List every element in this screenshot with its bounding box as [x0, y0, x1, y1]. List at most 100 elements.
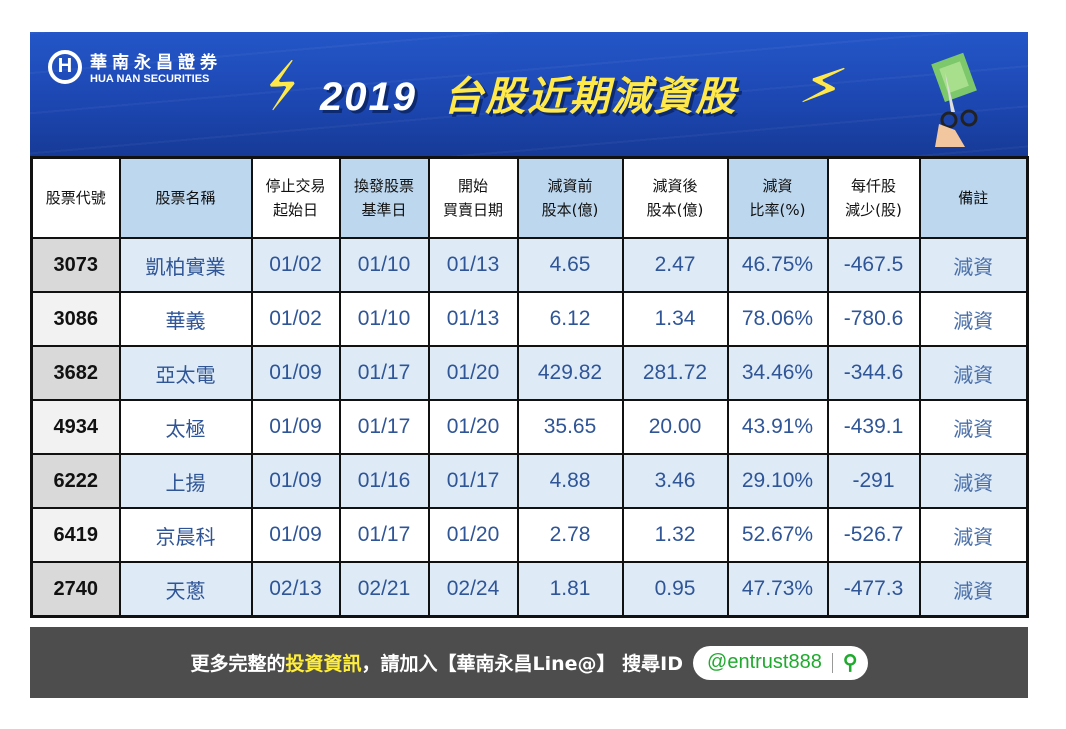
- cell-reduction-ratio: 47.73%: [726, 561, 829, 618]
- header-label: 減資後: [652, 177, 698, 195]
- cell-reduction-per-thousand: -467.5: [826, 237, 921, 293]
- cell-exchange-base-date: 01/17: [338, 507, 430, 563]
- cell-halt-start-date: 01/09: [250, 507, 341, 563]
- header-label: 股票代號: [45, 189, 106, 207]
- footer-text: 更多完整的: [190, 653, 286, 675]
- header-trading-start-date: 開始 買賣日期: [427, 156, 519, 239]
- line-id-search[interactable]: @entrust888 ⚲: [693, 645, 868, 680]
- cell-trading-start-date: 01/17: [427, 453, 519, 509]
- cell-remarks: 減資: [918, 345, 1029, 401]
- cell-stock-code: 4934: [30, 399, 121, 455]
- header-label: 起始日: [272, 201, 318, 219]
- cell-exchange-base-date: 01/17: [338, 399, 430, 455]
- header-label: 股票名稱: [155, 189, 216, 207]
- table-row: 6222 上揚 01/09 01/16 01/17 4.88 3.46 29.10% -291 減…: [30, 453, 1029, 509]
- header-exchange-base-date: 換發股票 基準日: [338, 156, 430, 239]
- cell-exchange-base-date: 02/21: [338, 561, 430, 618]
- cell-reduction-ratio: 78.06%: [726, 291, 829, 347]
- cell-capital-before: 35.65: [516, 399, 624, 455]
- cell-trading-start-date: 02/24: [427, 561, 519, 618]
- table-row: 3086 華義 01/02 01/10 01/13 6.12 1.34 78.06% -780.…: [30, 291, 1029, 347]
- header-remarks: 備註: [918, 156, 1029, 239]
- cell-reduction-per-thousand: -344.6: [826, 345, 921, 401]
- cell-stock-code: 3086: [30, 291, 121, 347]
- brand-name-cn: 華南永昌證券: [90, 53, 222, 73]
- lightning-icon: ⚡: [793, 47, 853, 127]
- cell-exchange-base-date: 01/16: [338, 453, 430, 509]
- cell-capital-after: 20.00: [621, 399, 729, 455]
- cell-capital-after: 281.72: [621, 345, 729, 401]
- table-row: 6419 京晨科 01/09 01/17 01/20 2.78 1.32 52.67% -526…: [30, 507, 1029, 563]
- cell-reduction-ratio: 46.75%: [726, 237, 829, 293]
- cell-remarks: 減資: [918, 453, 1029, 509]
- footer-highlight: 投資資訊: [285, 653, 362, 675]
- cell-capital-before: 2.78: [516, 507, 624, 563]
- cell-reduction-ratio: 29.10%: [726, 453, 829, 509]
- logo-mark-icon: H: [48, 49, 82, 84]
- cell-stock-code: 6419: [30, 507, 121, 563]
- cell-capital-after: 3.46: [621, 453, 729, 509]
- cell-capital-before: 6.12: [516, 291, 624, 347]
- header-label: 基準日: [361, 201, 407, 219]
- cell-halt-start-date: 01/09: [250, 399, 341, 455]
- cell-reduction-per-thousand: -780.6: [826, 291, 921, 347]
- cell-remarks: 減資: [918, 237, 1029, 293]
- cell-exchange-base-date: 01/17: [338, 345, 430, 401]
- cell-trading-start-date: 01/13: [427, 291, 519, 347]
- cell-stock-name: 天蔥: [118, 561, 253, 618]
- capital-reduction-table: 股票代號 股票名稱 停止交易 起始日 換發股票 基準日 開始 買賣日期 減資前 股本(億) 減資後股…: [30, 156, 1029, 618]
- scissors-cutting-money-icon: [931, 52, 978, 147]
- footer-text-2: ，請加入【華南永昌Line@】 搜尋ID: [361, 653, 684, 675]
- cell-stock-code: 2740: [30, 561, 121, 618]
- cell-capital-after: 0.95: [621, 561, 729, 618]
- cell-stock-code: 3073: [30, 237, 121, 293]
- cell-reduction-ratio: 43.91%: [726, 399, 829, 455]
- cell-reduction-per-thousand: -291: [826, 453, 921, 509]
- cell-stock-name: 上揚: [118, 453, 253, 509]
- cell-capital-before: 4.88: [516, 453, 624, 509]
- header-capital-after: 減資後 股本(億): [621, 156, 729, 239]
- cell-remarks: 減資: [918, 507, 1029, 563]
- header-label: 減資前: [547, 177, 593, 195]
- cell-reduction-ratio: 34.46%: [726, 345, 829, 401]
- footer-banner: 更多完整的 投資資訊 ，請加入【華南永昌Line@】 搜尋ID @entrust88…: [30, 627, 1028, 698]
- cell-remarks: 減資: [918, 399, 1029, 455]
- banner: H 華南永昌證券 HUA NAN SECURITIES ⚡ 2019 台股近期減…: [30, 32, 1028, 156]
- cell-trading-start-date: 01/20: [427, 507, 519, 563]
- cell-reduction-ratio: 52.67%: [726, 507, 829, 563]
- header-label: 減資: [762, 177, 793, 195]
- cell-capital-after: 2.47: [621, 237, 729, 293]
- table-row: 4934 太極 01/09 01/17 01/20 35.65 20.00 43.91% -43…: [30, 399, 1029, 455]
- cell-remarks: 減資: [918, 291, 1029, 347]
- header-reduction-ratio: 減資 比率(%): [726, 156, 829, 239]
- page-title: 2019 台股近期減資股: [320, 75, 738, 119]
- cell-exchange-base-date: 01/10: [338, 291, 430, 347]
- brand-name-en: HUA NAN SECURITIES: [90, 73, 210, 85]
- cell-stock-name: 凱柏實業: [118, 237, 253, 293]
- cell-capital-after: 1.32: [621, 507, 729, 563]
- cell-halt-start-date: 01/02: [250, 237, 341, 293]
- header-label: 開始: [457, 177, 488, 195]
- cell-remarks: 減資: [918, 561, 1029, 618]
- header-reduction-per-thousand: 每仟股 減少(股): [826, 156, 921, 239]
- cell-stock-name: 京晨科: [118, 507, 253, 563]
- cell-stock-name: 太極: [118, 399, 253, 455]
- header-label: 買賣日期: [442, 201, 503, 219]
- cell-capital-after: 1.34: [621, 291, 729, 347]
- cell-trading-start-date: 01/20: [427, 399, 519, 455]
- header-label: 備註: [958, 189, 989, 207]
- cell-exchange-base-date: 01/10: [338, 237, 430, 293]
- lightning-icon: ⚡: [253, 47, 313, 127]
- cell-trading-start-date: 01/20: [427, 345, 519, 401]
- header-capital-before: 減資前股本(億): [516, 156, 624, 239]
- header-stock-name: 股票名稱: [118, 156, 253, 239]
- header-label: 停止交易: [265, 177, 326, 195]
- header-label: 股本(億): [541, 201, 599, 219]
- cell-halt-start-date: 02/13: [250, 561, 341, 618]
- table-row: 3073 凱柏實業 01/02 01/10 01/13 4.65 2.47 46.75% -46…: [30, 237, 1029, 293]
- cell-halt-start-date: 01/09: [250, 345, 341, 401]
- header-label: 每仟股: [850, 177, 896, 195]
- divider: [831, 652, 833, 673]
- search-icon[interactable]: ⚲: [842, 652, 858, 674]
- cell-halt-start-date: 01/09: [250, 453, 341, 509]
